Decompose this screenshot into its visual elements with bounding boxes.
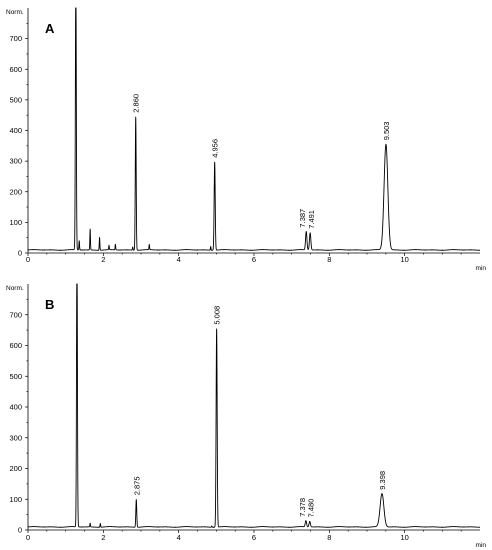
y-tick-label: 400 (9, 403, 22, 412)
y-tick-label: 300 (9, 157, 22, 166)
y-tick-label: 300 (9, 433, 22, 442)
panel-label: B (45, 297, 54, 312)
peak-label: 7.491 (307, 210, 316, 229)
y-tick-label: 400 (9, 126, 22, 135)
peak-label: 5.008 (213, 306, 222, 325)
y-tick-label: 600 (9, 341, 22, 350)
peak-label: 2.860 (132, 94, 141, 113)
y-tick-label: 600 (9, 65, 22, 74)
x-tick-label: 6 (252, 255, 256, 264)
x-tick-label: 6 (252, 533, 256, 542)
x-tick-label: 4 (177, 533, 181, 542)
x-tick-label: 8 (327, 533, 331, 542)
panel-A: 0 100 200 300 400 500 600 700 0 2 4 6 8 10 Norm. min A 2.… (6, 7, 487, 272)
peak-label: 4.956 (211, 139, 220, 158)
peak-label: 9.398 (378, 471, 387, 490)
x-tick-label: 8 (327, 255, 331, 264)
y-tick-label: 0 (18, 526, 22, 535)
chromatogram-trace (27, 283, 481, 528)
y-tick-label: 500 (9, 372, 22, 381)
x-tick-label: 0 (26, 255, 30, 264)
y-tick-label: 700 (9, 310, 22, 319)
panel-B: 0 100 200 300 400 500 600 700 0 2 4 6 8 10 Norm. min B 2.… (6, 283, 487, 549)
y-axis-label: Norm. (6, 285, 24, 292)
x-tick-label: 10 (400, 255, 408, 264)
x-axis-label: min (476, 542, 487, 549)
peak-label: 7.378 (298, 498, 307, 517)
peak-label: 2.875 (132, 476, 141, 495)
y-tick-label: 100 (9, 495, 22, 504)
x-tick-label: 10 (400, 533, 408, 542)
peak-label: 7.387 (298, 209, 307, 228)
y-tick-label: 200 (9, 187, 22, 196)
y-axis-label: Norm. (6, 9, 24, 16)
y-tick-label: 700 (9, 34, 22, 43)
peak-label: 7.480 (307, 499, 316, 518)
x-axis-label: min (476, 265, 487, 272)
x-tick-label: 2 (101, 255, 105, 264)
y-tick-label: 200 (9, 464, 22, 473)
x-tick-label: 0 (26, 533, 30, 542)
y-tick-label: 0 (18, 249, 22, 258)
chromatogram-trace (27, 7, 481, 251)
y-tick-label: 500 (9, 95, 22, 104)
y-tick-label: 100 (9, 218, 22, 227)
peak-label: 9.503 (382, 122, 391, 141)
x-tick-label: 4 (177, 255, 181, 264)
panel-label: A (45, 21, 55, 36)
x-tick-label: 2 (101, 533, 105, 542)
